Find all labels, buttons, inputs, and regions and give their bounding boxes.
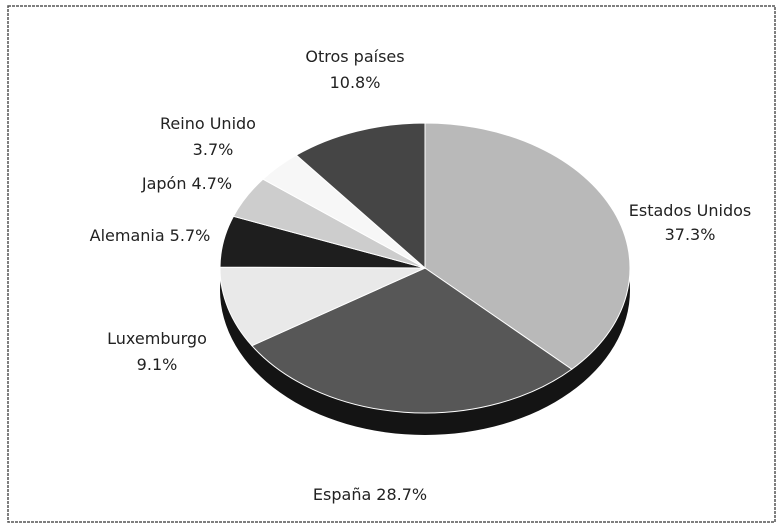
- label-category: Japón: [141, 174, 187, 193]
- label-category: Luxemburgo: [107, 329, 207, 348]
- pie-slice: [219, 266, 426, 347]
- label-category: Otros países: [305, 47, 404, 66]
- label-value: 28.7%: [376, 485, 427, 504]
- label-value: 4.7%: [191, 174, 232, 193]
- label-value: 3.7%: [193, 140, 234, 159]
- chart-border: [7, 5, 776, 523]
- label-value: 37.3%: [665, 225, 716, 244]
- data-label: España 28.7%: [313, 485, 427, 504]
- label-category: Estados Unidos: [629, 201, 751, 220]
- label-category: España: [313, 485, 371, 504]
- pie-slice: [251, 267, 573, 414]
- pie-slice: [295, 122, 426, 270]
- label-value: 5.7%: [170, 226, 211, 245]
- data-label: Alemania 5.7%: [90, 226, 211, 245]
- label-category: Reino Unido: [160, 114, 256, 133]
- pie-slice: [424, 122, 631, 370]
- label-value: 9.1%: [137, 355, 178, 374]
- data-label: Japón 4.7%: [141, 174, 232, 193]
- label-category: Alemania: [90, 226, 165, 245]
- label-value: 10.8%: [330, 73, 381, 92]
